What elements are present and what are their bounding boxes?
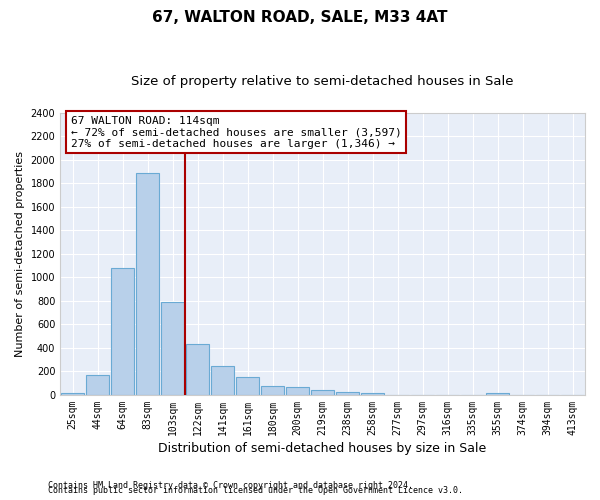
Bar bbox=[286, 388, 309, 395]
Y-axis label: Number of semi-detached properties: Number of semi-detached properties bbox=[15, 151, 25, 357]
Text: Contains HM Land Registry data © Crown copyright and database right 2024.: Contains HM Land Registry data © Crown c… bbox=[48, 481, 413, 490]
Bar bbox=[161, 302, 184, 395]
Text: Contains public sector information licensed under the Open Government Licence v3: Contains public sector information licen… bbox=[48, 486, 463, 495]
Bar bbox=[337, 392, 359, 395]
Bar bbox=[86, 375, 109, 395]
Title: Size of property relative to semi-detached houses in Sale: Size of property relative to semi-detach… bbox=[131, 75, 514, 88]
Bar bbox=[211, 366, 234, 395]
Text: 67 WALTON ROAD: 114sqm
← 72% of semi-detached houses are smaller (3,597)
27% of : 67 WALTON ROAD: 114sqm ← 72% of semi-det… bbox=[71, 116, 401, 149]
Bar bbox=[262, 386, 284, 395]
Bar bbox=[136, 172, 159, 395]
Text: 67, WALTON ROAD, SALE, M33 4AT: 67, WALTON ROAD, SALE, M33 4AT bbox=[152, 10, 448, 25]
Bar bbox=[112, 268, 134, 395]
Bar bbox=[61, 392, 84, 395]
Bar bbox=[311, 390, 334, 395]
Bar bbox=[236, 378, 259, 395]
X-axis label: Distribution of semi-detached houses by size in Sale: Distribution of semi-detached houses by … bbox=[158, 442, 487, 455]
Bar bbox=[361, 392, 384, 395]
Bar bbox=[187, 344, 209, 395]
Bar bbox=[486, 392, 509, 395]
